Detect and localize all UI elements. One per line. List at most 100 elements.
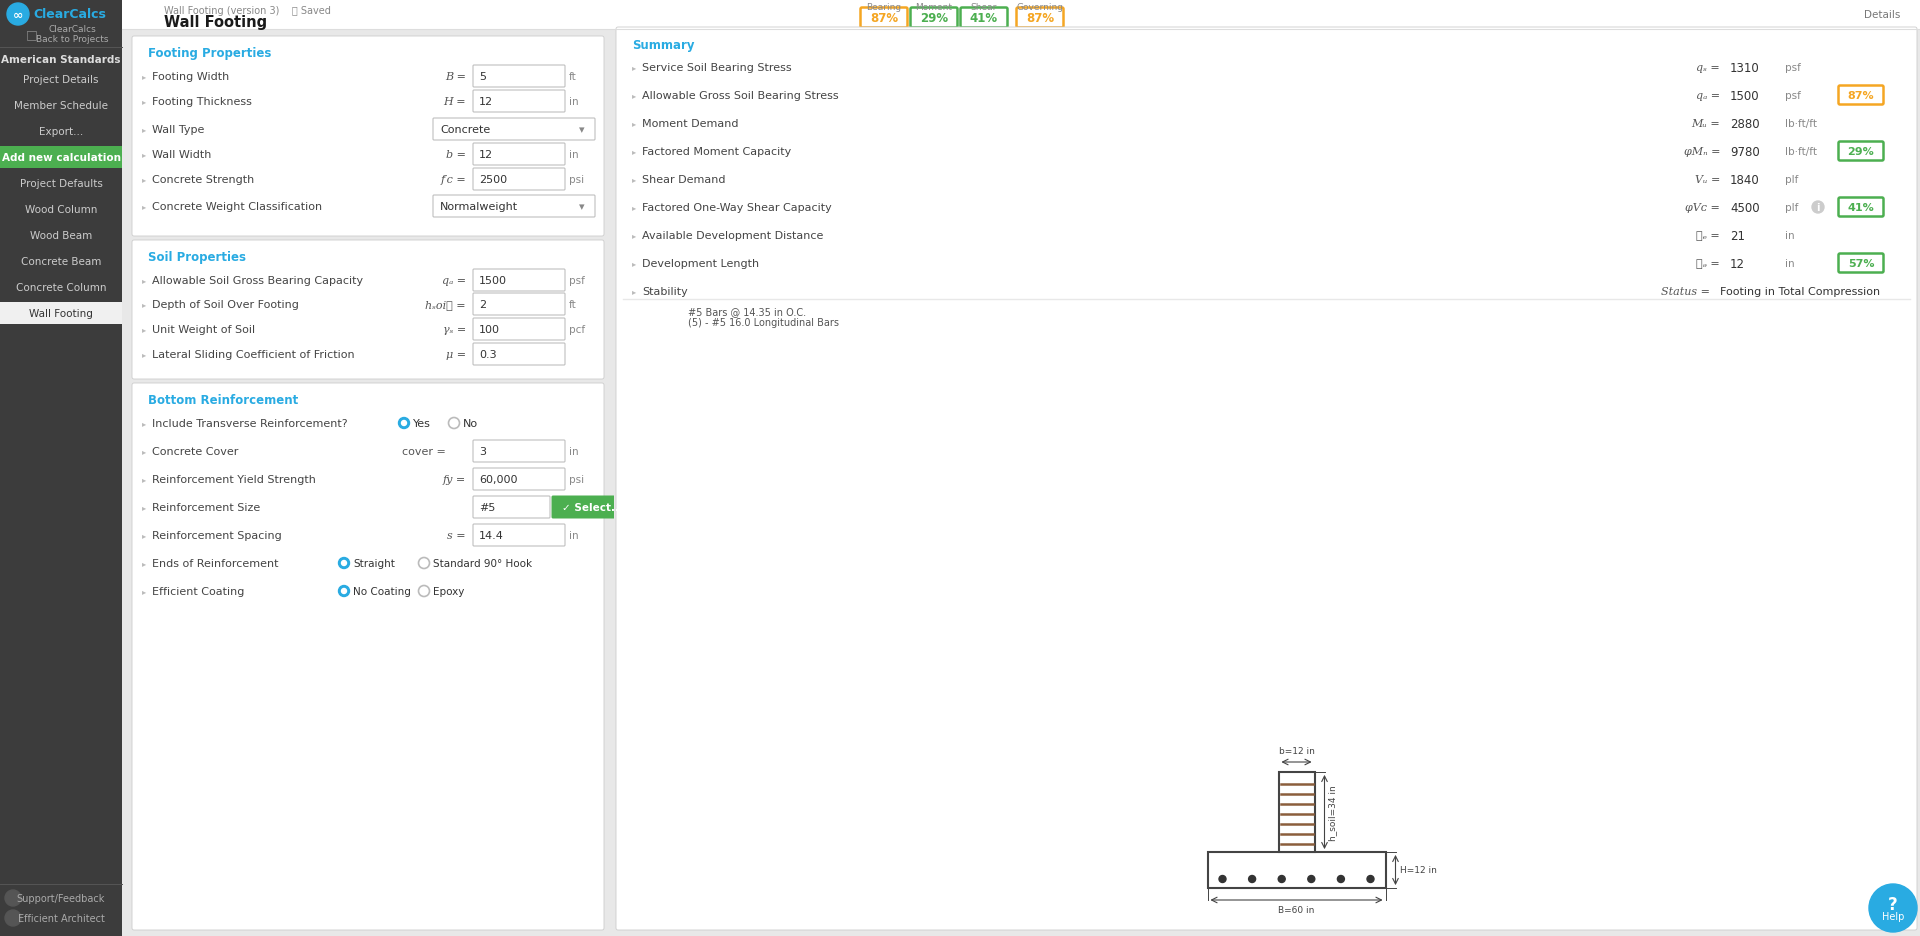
Text: ft: ft: [568, 72, 576, 82]
FancyBboxPatch shape: [472, 469, 564, 490]
Text: Wall Footing: Wall Footing: [29, 309, 92, 318]
Text: Governing: Governing: [1016, 3, 1064, 11]
Text: 29%: 29%: [920, 12, 948, 25]
Text: Reinforcement Yield Strength: Reinforcement Yield Strength: [152, 475, 317, 485]
Text: ▾: ▾: [580, 124, 586, 135]
Text: Normalweight: Normalweight: [440, 202, 518, 212]
Text: psf: psf: [1786, 91, 1801, 101]
Text: Summary: Summary: [632, 38, 695, 51]
Text: 60,000: 60,000: [478, 475, 518, 485]
FancyBboxPatch shape: [1839, 86, 1884, 106]
Text: Bearing: Bearing: [866, 3, 902, 11]
Text: ClearCalcs: ClearCalcs: [33, 8, 106, 22]
Text: Epoxy: Epoxy: [434, 586, 465, 596]
Text: ▸: ▸: [632, 120, 636, 128]
Text: psi: psi: [568, 175, 584, 184]
FancyBboxPatch shape: [0, 147, 123, 168]
Circle shape: [338, 558, 349, 569]
Text: Available Development Distance: Available Development Distance: [641, 231, 824, 241]
Text: ℓₑ =: ℓₑ =: [1695, 231, 1720, 241]
Text: 1310: 1310: [1730, 62, 1761, 75]
Text: 29%: 29%: [1847, 147, 1874, 157]
FancyBboxPatch shape: [860, 8, 908, 28]
Text: 0.3: 0.3: [478, 350, 497, 359]
Text: ▸: ▸: [142, 202, 146, 212]
Text: in: in: [568, 531, 578, 540]
Text: H =: H =: [444, 97, 467, 107]
Text: Soil Properties: Soil Properties: [148, 250, 246, 263]
Text: 9780: 9780: [1730, 145, 1761, 158]
Text: Yes: Yes: [413, 418, 430, 429]
Text: ▸: ▸: [632, 175, 636, 184]
FancyBboxPatch shape: [614, 30, 1914, 936]
Circle shape: [342, 561, 346, 566]
Text: psi: psi: [568, 475, 584, 485]
FancyBboxPatch shape: [0, 302, 123, 325]
Text: Moment Demand: Moment Demand: [641, 119, 739, 129]
Text: 41%: 41%: [1847, 203, 1874, 212]
Text: Allowable Soil Gross Bearing Capacity: Allowable Soil Gross Bearing Capacity: [152, 276, 363, 285]
Text: Unit Weight of Soil: Unit Weight of Soil: [152, 325, 255, 335]
Text: Standard 90° Hook: Standard 90° Hook: [434, 559, 532, 568]
Text: Mᵤ =: Mᵤ =: [1692, 119, 1720, 129]
Text: Footing Properties: Footing Properties: [148, 47, 271, 60]
Text: ▸: ▸: [632, 64, 636, 72]
Text: 2500: 2500: [478, 175, 507, 184]
FancyBboxPatch shape: [910, 8, 958, 28]
Text: 87%: 87%: [1025, 12, 1054, 25]
Text: cover =: cover =: [401, 446, 445, 457]
Text: 12: 12: [1730, 257, 1745, 271]
Text: 87%: 87%: [870, 12, 899, 25]
Text: in: in: [1786, 231, 1795, 241]
Text: Moment: Moment: [916, 3, 952, 11]
Text: □: □: [27, 28, 38, 41]
Text: Stability: Stability: [641, 286, 687, 297]
FancyBboxPatch shape: [472, 318, 564, 341]
FancyBboxPatch shape: [434, 196, 595, 218]
Text: ▸: ▸: [142, 503, 146, 512]
Text: pcf: pcf: [568, 325, 586, 335]
Text: ▸: ▸: [142, 72, 146, 81]
Circle shape: [6, 910, 21, 926]
Text: hₛoiℓ =: hₛoiℓ =: [426, 300, 467, 310]
Text: plf: plf: [1786, 203, 1799, 212]
Bar: [1279, 772, 1315, 852]
Circle shape: [1367, 875, 1375, 883]
FancyBboxPatch shape: [472, 144, 564, 166]
Circle shape: [1279, 875, 1284, 883]
Text: ▸: ▸: [632, 147, 636, 156]
Text: Bottom Reinforcement: Bottom Reinforcement: [148, 393, 298, 406]
Text: plf: plf: [1786, 175, 1799, 184]
Text: Wood Beam: Wood Beam: [31, 231, 92, 241]
Text: Project Details: Project Details: [23, 75, 98, 85]
Text: fy =: fy =: [444, 475, 467, 485]
Text: Reinforcement Spacing: Reinforcement Spacing: [152, 531, 282, 540]
Text: ▸: ▸: [632, 287, 636, 296]
FancyBboxPatch shape: [472, 168, 564, 191]
Text: Support/Feedback: Support/Feedback: [17, 893, 106, 903]
FancyBboxPatch shape: [472, 496, 549, 519]
Circle shape: [1868, 885, 1916, 932]
Text: ▸: ▸: [142, 531, 146, 540]
Text: Footing Thickness: Footing Thickness: [152, 97, 252, 107]
Text: Development Length: Development Length: [641, 258, 758, 269]
Text: lb·ft/ft: lb·ft/ft: [1786, 147, 1816, 157]
Text: ▸: ▸: [142, 151, 146, 159]
Text: ▸: ▸: [142, 419, 146, 428]
Text: ft: ft: [568, 300, 576, 310]
FancyBboxPatch shape: [472, 294, 564, 315]
Text: ▸: ▸: [632, 259, 636, 269]
Text: 3: 3: [478, 446, 486, 457]
Text: ▾: ▾: [580, 202, 586, 212]
Text: 87%: 87%: [1847, 91, 1874, 101]
Text: Shear: Shear: [972, 3, 996, 11]
Circle shape: [399, 418, 409, 429]
FancyBboxPatch shape: [0, 0, 123, 936]
FancyBboxPatch shape: [1839, 255, 1884, 273]
Text: Factored Moment Capacity: Factored Moment Capacity: [641, 147, 791, 157]
Text: Wood Column: Wood Column: [25, 205, 98, 214]
Circle shape: [6, 890, 21, 906]
Text: qₐ =: qₐ =: [1695, 91, 1720, 101]
Text: μ =: μ =: [445, 350, 467, 359]
FancyBboxPatch shape: [434, 119, 595, 140]
